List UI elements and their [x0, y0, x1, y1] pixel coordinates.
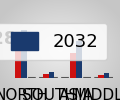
Y-axis label: Market Size in USD Billion: Market Size in USD Billion [0, 0, 1, 100]
Bar [49, 72, 54, 78]
Bar [15, 49, 21, 78]
Text: 1.28: 1.28 [0, 30, 18, 48]
Bar [70, 53, 76, 78]
Bar [104, 73, 109, 78]
Bar [21, 30, 27, 78]
Bar [43, 74, 49, 78]
Bar [98, 75, 104, 78]
Bar [76, 41, 82, 78]
Legend: 2023, 2032: 2023, 2032 [0, 23, 107, 60]
